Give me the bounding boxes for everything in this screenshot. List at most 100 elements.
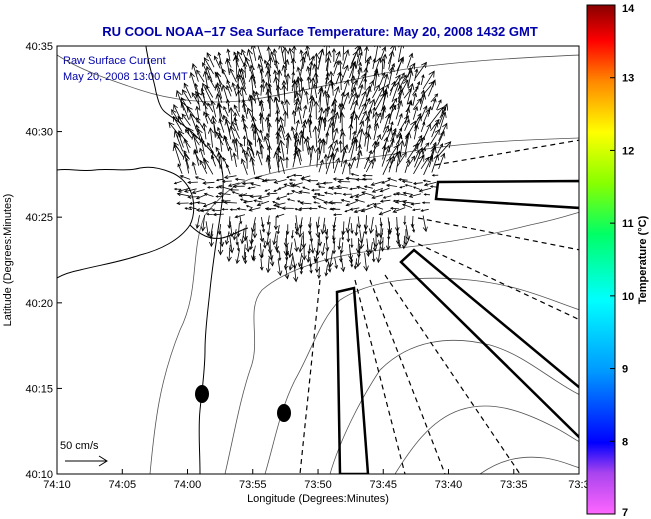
current-vector [270,251,273,266]
current-vector [286,175,294,178]
current-vector [371,194,384,199]
current-vector-head [278,257,282,262]
current-vector-head [275,147,282,154]
current-vector-head [408,101,412,106]
current-vector-head [299,224,303,229]
current-vector-head [287,47,295,55]
current-vector [350,80,357,96]
current-vector-head [340,131,346,137]
current-vector-head [350,173,354,176]
current-vector [438,153,445,170]
current-vector-head [242,101,248,108]
current-vector [293,138,299,159]
current-vector [395,100,402,120]
colorbar-tick-label: 9 [622,364,628,376]
current-vector [419,94,425,111]
current-vector-head [224,240,230,246]
current-vector-head [223,135,228,141]
current-vector-head [207,142,211,147]
current-vector [349,124,352,140]
current-vector-head [327,186,331,189]
current-vector [283,65,288,84]
current-vector [182,89,192,105]
current-vector-head [387,177,391,181]
colorbar [586,4,616,515]
current-vector [270,51,278,69]
current-vector [398,85,402,103]
current-vector [371,141,380,154]
current-vector [298,148,302,162]
current-vector [218,52,222,64]
current-vector [238,74,247,96]
current-vector-head [176,192,182,197]
current-vector [365,215,367,230]
current-vector-head [403,221,407,226]
y-tick-label: 40:30 [25,127,53,139]
current-vector-head [229,232,235,238]
current-vector [294,79,298,99]
current-vector-head [226,79,231,85]
current-vector [284,47,287,69]
current-vector [246,205,253,209]
current-vector-head [242,135,247,139]
current-vector-head [322,181,326,185]
current-vector [286,73,289,92]
current-vector-head [319,159,324,164]
current-vector [307,248,310,263]
current-vector [263,237,266,248]
current-vector [324,90,329,111]
current-vector-head [299,49,304,54]
current-vector-head [391,104,397,110]
current-vector-head [333,191,337,195]
current-vector [348,136,357,154]
current-vector-head [314,268,320,273]
current-vector-head [216,101,223,109]
current-vector [365,99,375,120]
current-vector [359,229,362,244]
current-vector-head [246,146,253,153]
current-vector [309,61,312,77]
current-vector [284,184,295,188]
current-vector-head [296,105,302,112]
current-vector-head [343,49,350,56]
current-vector [331,128,338,146]
current-vector-head [328,200,333,205]
current-vector-head [424,156,430,162]
current-vector-head [273,96,280,103]
current-vector-head [283,250,289,257]
colorbar-ticks: 7 8 9 10 11 12 13 14 [610,3,635,519]
current-vector-head [381,104,387,110]
current-vector-head [390,206,394,210]
current-vector-head [173,130,180,138]
current-vector-head [327,268,332,273]
current-vector-head [328,70,334,77]
current-vector-head [278,155,285,162]
current-vector-head [297,148,302,153]
current-vector-head [371,195,376,199]
current-vector [260,84,263,96]
current-vector-head [375,57,382,64]
current-vector [420,122,425,133]
current-vector-head [376,257,382,264]
current-vector-head [313,192,317,196]
current-vector-head [235,83,241,90]
current-vector-head [441,111,447,118]
current-vector [287,193,293,195]
current-vector [258,137,262,155]
x-tick-label: 73:55 [239,479,267,491]
x-tick-label: 73:50 [304,479,332,491]
current-vector-head [180,97,186,103]
current-vector [381,91,387,112]
current-vector-head [390,121,394,126]
current-vector-head [255,91,260,97]
current-vector [260,100,264,111]
current-vector-head [405,235,411,241]
current-vector-head [342,192,346,196]
current-vector-head [361,102,367,109]
current-vector [370,216,374,234]
current-vector [383,113,390,133]
current-vector-head [393,97,398,103]
current-vector [439,112,446,131]
current-vector [273,202,286,207]
current-vector-head [407,69,414,77]
